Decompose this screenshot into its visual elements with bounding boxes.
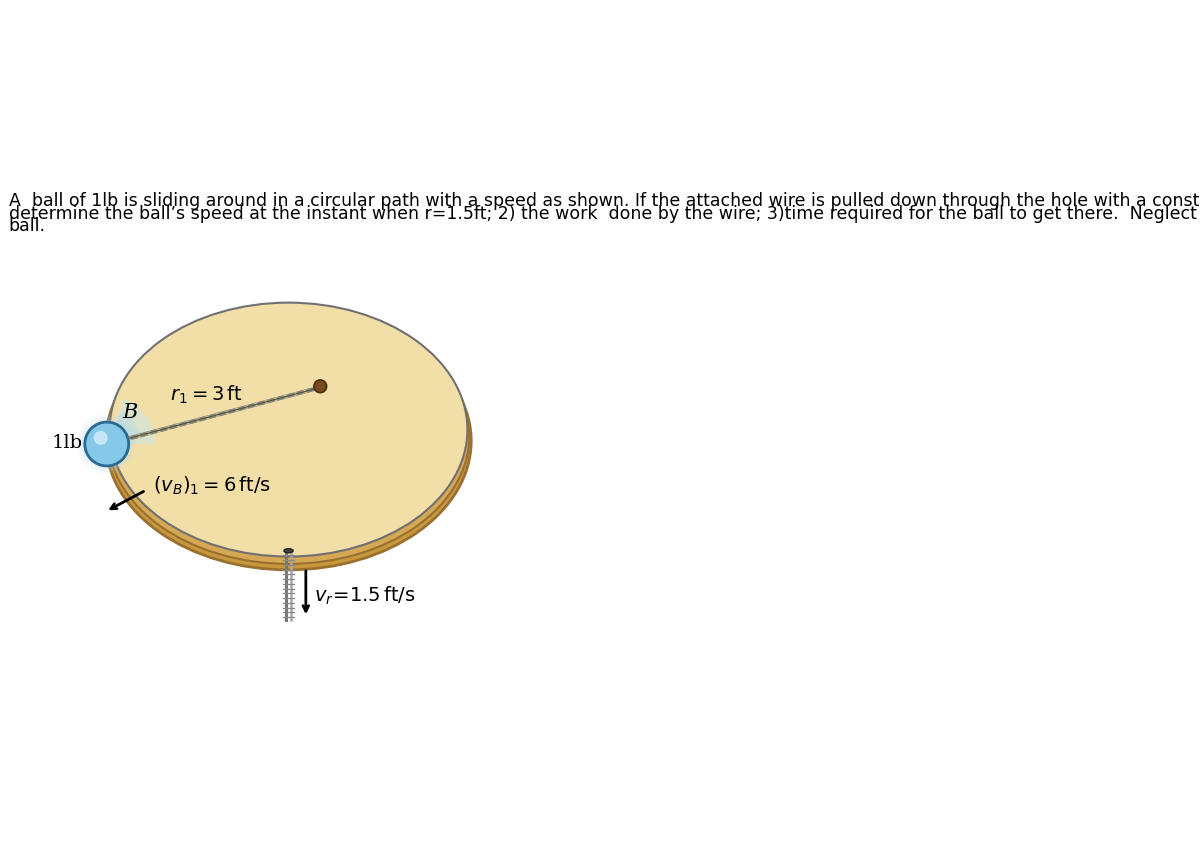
Ellipse shape: [109, 303, 468, 557]
Circle shape: [77, 414, 137, 474]
Circle shape: [94, 431, 108, 445]
Text: B: B: [122, 402, 138, 422]
Text: $v_r\!=\!1.5\,\mathrm{ft/s}$: $v_r\!=\!1.5\,\mathrm{ft/s}$: [314, 584, 416, 607]
Wedge shape: [107, 399, 155, 444]
Circle shape: [83, 420, 131, 468]
Ellipse shape: [108, 308, 469, 564]
Wedge shape: [107, 412, 142, 444]
Circle shape: [85, 422, 128, 466]
Circle shape: [79, 417, 134, 471]
Ellipse shape: [284, 549, 293, 553]
Text: ball.: ball.: [8, 217, 46, 235]
Text: $(v_B)_1 = 6\,\mathrm{ft/s}$: $(v_B)_1 = 6\,\mathrm{ft/s}$: [152, 474, 271, 497]
Text: A  ball of 1lb is sliding around in a circular path with a speed as shown. If th: A ball of 1lb is sliding around in a cir…: [8, 192, 1200, 210]
Ellipse shape: [106, 312, 472, 570]
Text: determine the ball’s speed at the instant when r=1.5ft; 2) the work  done by the: determine the ball’s speed at the instan…: [8, 204, 1200, 222]
Text: $r_1 = 3\,\mathrm{ft}$: $r_1 = 3\,\mathrm{ft}$: [170, 384, 242, 406]
Circle shape: [314, 380, 326, 393]
Text: 1lb: 1lb: [52, 434, 83, 452]
